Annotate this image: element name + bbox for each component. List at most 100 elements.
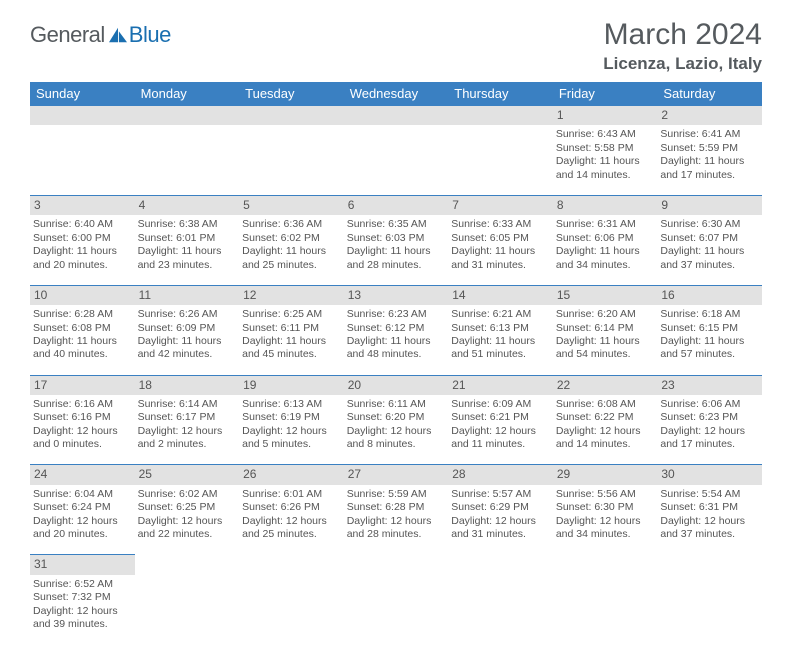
daylight-text-2: and 20 minutes. [33, 528, 132, 541]
sunrise-text: Sunrise: 6:33 AM [451, 218, 550, 231]
daylight-text-2: and 45 minutes. [242, 348, 341, 361]
brand-word1: General [30, 22, 105, 48]
sunset-text: Sunset: 6:28 PM [347, 501, 446, 514]
day-number: 5 [239, 195, 344, 215]
day-header: Monday [135, 82, 240, 106]
daynum-row: 3456789 [30, 195, 762, 215]
daylight-text-1: Daylight: 11 hours [138, 245, 237, 258]
detail-row: Sunrise: 6:43 AMSunset: 5:58 PMDaylight:… [30, 125, 762, 195]
day-detail [239, 575, 344, 645]
daylight-text-2: and 11 minutes. [451, 438, 550, 451]
day-detail [448, 125, 553, 195]
day-number: 25 [135, 465, 240, 485]
day-number: 23 [657, 375, 762, 395]
day-detail: Sunrise: 6:35 AMSunset: 6:03 PMDaylight:… [344, 215, 449, 285]
daylight-text-2: and 34 minutes. [556, 259, 655, 272]
sunset-text: Sunset: 6:20 PM [347, 411, 446, 424]
day-detail: Sunrise: 6:21 AMSunset: 6:13 PMDaylight:… [448, 305, 553, 375]
calendar-table: SundayMondayTuesdayWednesdayThursdayFrid… [30, 82, 762, 645]
sunrise-text: Sunrise: 6:36 AM [242, 218, 341, 231]
sunrise-text: Sunrise: 6:40 AM [33, 218, 132, 231]
daylight-text-2: and 23 minutes. [138, 259, 237, 272]
daylight-text-1: Daylight: 12 hours [556, 515, 655, 528]
detail-row: Sunrise: 6:04 AMSunset: 6:24 PMDaylight:… [30, 485, 762, 555]
day-header: Tuesday [239, 82, 344, 106]
daylight-text-1: Daylight: 11 hours [242, 335, 341, 348]
daynum-row: 10111213141516 [30, 285, 762, 305]
day-number: 2 [657, 106, 762, 126]
sunrise-text: Sunrise: 5:56 AM [556, 488, 655, 501]
daylight-text-1: Daylight: 11 hours [556, 245, 655, 258]
sunset-text: Sunset: 7:32 PM [33, 591, 132, 604]
daylight-text-1: Daylight: 11 hours [451, 245, 550, 258]
sunset-text: Sunset: 6:29 PM [451, 501, 550, 514]
day-detail [448, 575, 553, 645]
sunset-text: Sunset: 6:14 PM [556, 322, 655, 335]
daylight-text-1: Daylight: 11 hours [33, 335, 132, 348]
day-detail: Sunrise: 6:33 AMSunset: 6:05 PMDaylight:… [448, 215, 553, 285]
daylight-text-2: and 20 minutes. [33, 259, 132, 272]
sunrise-text: Sunrise: 6:21 AM [451, 308, 550, 321]
sunrise-text: Sunrise: 6:11 AM [347, 398, 446, 411]
daylight-text-2: and 5 minutes. [242, 438, 341, 451]
daynum-row: 12 [30, 106, 762, 126]
day-detail: Sunrise: 6:25 AMSunset: 6:11 PMDaylight:… [239, 305, 344, 375]
day-number [30, 106, 135, 126]
daynum-row: 17181920212223 [30, 375, 762, 395]
daynum-row: 24252627282930 [30, 465, 762, 485]
header: General Blue March 2024 Licenza, Lazio, … [30, 18, 762, 74]
detail-row: Sunrise: 6:52 AMSunset: 7:32 PMDaylight:… [30, 575, 762, 645]
sunset-text: Sunset: 6:01 PM [138, 232, 237, 245]
daylight-text-1: Daylight: 12 hours [556, 425, 655, 438]
sunrise-text: Sunrise: 6:18 AM [660, 308, 759, 321]
day-detail: Sunrise: 6:06 AMSunset: 6:23 PMDaylight:… [657, 395, 762, 465]
daylight-text-1: Daylight: 11 hours [556, 155, 655, 168]
daylight-text-2: and 0 minutes. [33, 438, 132, 451]
daylight-text-1: Daylight: 11 hours [556, 335, 655, 348]
sunrise-text: Sunrise: 6:01 AM [242, 488, 341, 501]
day-detail: Sunrise: 6:08 AMSunset: 6:22 PMDaylight:… [553, 395, 658, 465]
sunrise-text: Sunrise: 6:31 AM [556, 218, 655, 231]
daylight-text-1: Daylight: 12 hours [660, 425, 759, 438]
day-detail: Sunrise: 5:54 AMSunset: 6:31 PMDaylight:… [657, 485, 762, 555]
sunrise-text: Sunrise: 6:16 AM [33, 398, 132, 411]
sunset-text: Sunset: 6:21 PM [451, 411, 550, 424]
day-detail [344, 125, 449, 195]
day-number [448, 555, 553, 575]
sunset-text: Sunset: 6:08 PM [33, 322, 132, 335]
day-detail: Sunrise: 6:18 AMSunset: 6:15 PMDaylight:… [657, 305, 762, 375]
day-detail: Sunrise: 6:11 AMSunset: 6:20 PMDaylight:… [344, 395, 449, 465]
sunset-text: Sunset: 6:30 PM [556, 501, 655, 514]
daylight-text-2: and 37 minutes. [660, 528, 759, 541]
sunset-text: Sunset: 6:25 PM [138, 501, 237, 514]
daylight-text-2: and 25 minutes. [242, 528, 341, 541]
daylight-text-2: and 51 minutes. [451, 348, 550, 361]
daylight-text-1: Daylight: 12 hours [33, 605, 132, 618]
sunset-text: Sunset: 5:58 PM [556, 142, 655, 155]
daylight-text-2: and 14 minutes. [556, 169, 655, 182]
sunset-text: Sunset: 6:15 PM [660, 322, 759, 335]
day-detail: Sunrise: 6:30 AMSunset: 6:07 PMDaylight:… [657, 215, 762, 285]
location-label: Licenza, Lazio, Italy [603, 54, 762, 74]
day-number: 7 [448, 195, 553, 215]
day-detail [657, 575, 762, 645]
sunrise-text: Sunrise: 6:41 AM [660, 128, 759, 141]
sunset-text: Sunset: 6:19 PM [242, 411, 341, 424]
detail-row: Sunrise: 6:40 AMSunset: 6:00 PMDaylight:… [30, 215, 762, 285]
sunset-text: Sunset: 6:26 PM [242, 501, 341, 514]
day-header: Saturday [657, 82, 762, 106]
day-number: 27 [344, 465, 449, 485]
brand-logo: General Blue [30, 22, 171, 48]
daylight-text-1: Daylight: 12 hours [451, 515, 550, 528]
day-number: 31 [30, 555, 135, 575]
sunrise-text: Sunrise: 6:13 AM [242, 398, 341, 411]
sunrise-text: Sunrise: 5:59 AM [347, 488, 446, 501]
daylight-text-1: Daylight: 12 hours [347, 515, 446, 528]
sunrise-text: Sunrise: 6:43 AM [556, 128, 655, 141]
sunset-text: Sunset: 6:09 PM [138, 322, 237, 335]
sunset-text: Sunset: 6:23 PM [660, 411, 759, 424]
sunset-text: Sunset: 6:07 PM [660, 232, 759, 245]
daylight-text-2: and 57 minutes. [660, 348, 759, 361]
day-detail: Sunrise: 6:23 AMSunset: 6:12 PMDaylight:… [344, 305, 449, 375]
day-number: 9 [657, 195, 762, 215]
